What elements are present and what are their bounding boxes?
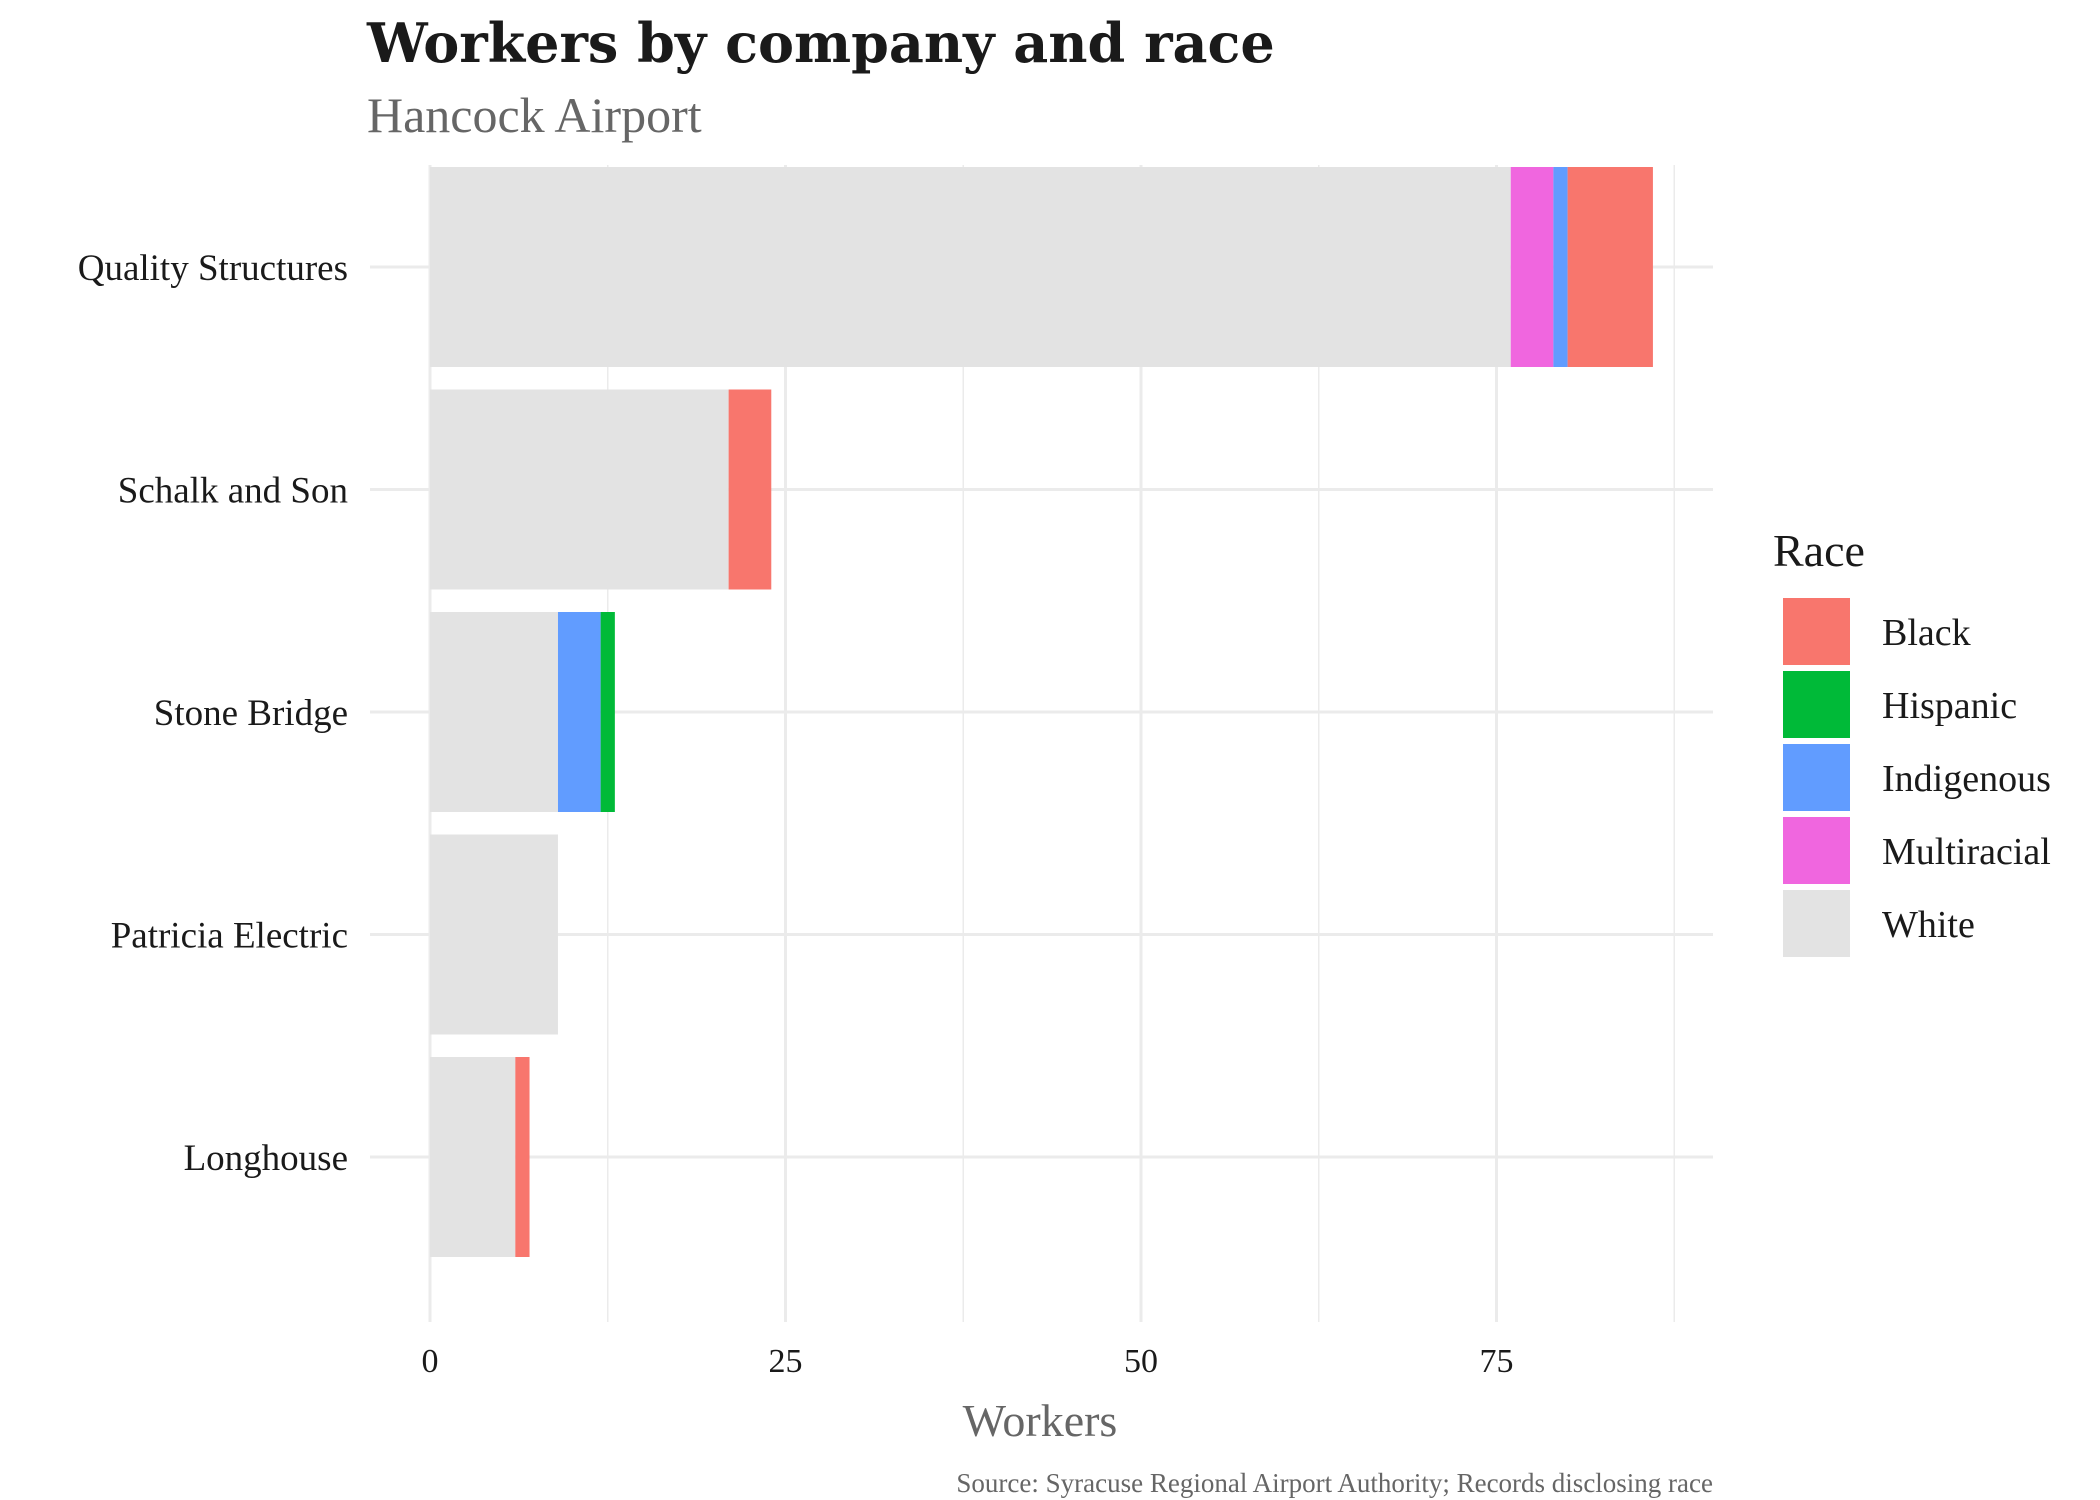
- category-label: Schalk and Son: [118, 471, 348, 512]
- category-label: Longhouse: [184, 1138, 348, 1179]
- legend-label-hispanic: Hispanic: [1882, 685, 2017, 727]
- x-tick-label: 25: [769, 1343, 803, 1380]
- bar-segment-white: [430, 612, 558, 812]
- category-label: Quality Structures: [78, 248, 348, 289]
- legend-label-multiracial: Multiracial: [1882, 831, 2051, 873]
- legend-label-white: White: [1882, 904, 1975, 946]
- legend-swatch-white: [1783, 890, 1850, 957]
- x-tick-label: 50: [1124, 1343, 1158, 1380]
- chart-caption: Source: Syracuse Regional Airport Author…: [956, 1468, 1713, 1498]
- bar-segment-white: [430, 834, 558, 1035]
- x-axis-title: Workers: [963, 1395, 1118, 1446]
- x-tick-label: 0: [422, 1343, 439, 1380]
- x-tick-labels: 0 25 50 75: [422, 1343, 1514, 1380]
- legend-swatch-black: [1783, 598, 1850, 665]
- bar-segment-hispanic: [600, 612, 615, 812]
- legend-items: Black Hispanic Indigenous Multiracial White: [1783, 598, 2051, 957]
- legend: Race Black Hispanic Indigenous Multiracial W…: [1773, 525, 2051, 957]
- bar-segment-black: [728, 389, 772, 590]
- legend-title: Race: [1773, 525, 1865, 576]
- legend-label-black: Black: [1882, 612, 1971, 654]
- bar-segment-white: [430, 389, 729, 590]
- legend-swatch-indigenous: [1783, 744, 1850, 811]
- bar-segment-black: [515, 1057, 530, 1257]
- chart-subtitle: Hancock Airport: [367, 87, 702, 143]
- x-tick-label: 75: [1480, 1343, 1514, 1380]
- category-label: Stone Bridge: [154, 693, 348, 734]
- legend-swatch-multiracial: [1783, 817, 1850, 884]
- bar-segment-indigenous: [1553, 167, 1568, 367]
- legend-label-indigenous: Indigenous: [1882, 758, 2051, 800]
- bar-segment-indigenous: [557, 612, 601, 812]
- bars: [430, 167, 1653, 1257]
- category-labels: Quality Structures Schalk and Son Stone Br…: [78, 248, 348, 1179]
- bar-segment-white: [430, 167, 1511, 367]
- chart-title: Workers by company and race: [366, 11, 1275, 75]
- legend-swatch-hispanic: [1783, 671, 1850, 738]
- bar-segment-white: [430, 1057, 516, 1257]
- bar-segment-black: [1567, 167, 1653, 367]
- bar-segment-multiracial: [1510, 167, 1554, 367]
- category-label: Patricia Electric: [111, 916, 348, 957]
